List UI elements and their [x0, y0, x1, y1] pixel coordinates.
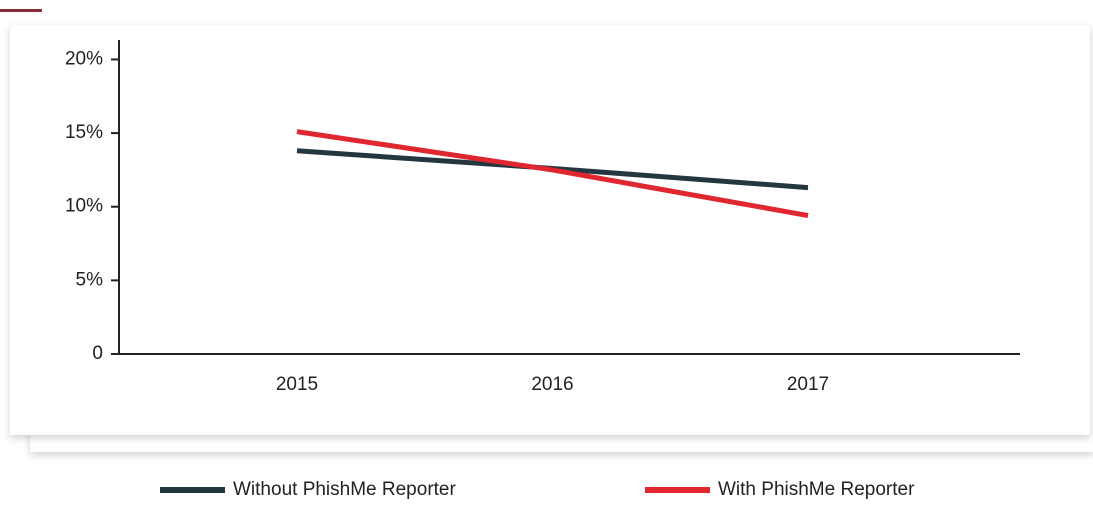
y-tick-label: 20% — [65, 48, 103, 69]
x-tick-label: 2016 — [531, 374, 573, 395]
y-tick-label: 10% — [65, 196, 103, 217]
accent-bar — [0, 9, 42, 12]
y-tick-label: 5% — [76, 269, 104, 290]
legend-label: Without PhishMe Reporter — [233, 479, 456, 500]
y-tick-label: 0 — [92, 343, 103, 364]
legend-label: With PhishMe Reporter — [718, 479, 915, 500]
x-tick-label: 2017 — [787, 374, 829, 395]
y-tick-label: 15% — [65, 122, 103, 143]
card — [10, 25, 1090, 435]
x-tick-label: 2015 — [276, 374, 318, 395]
series-line — [296, 129, 809, 219]
